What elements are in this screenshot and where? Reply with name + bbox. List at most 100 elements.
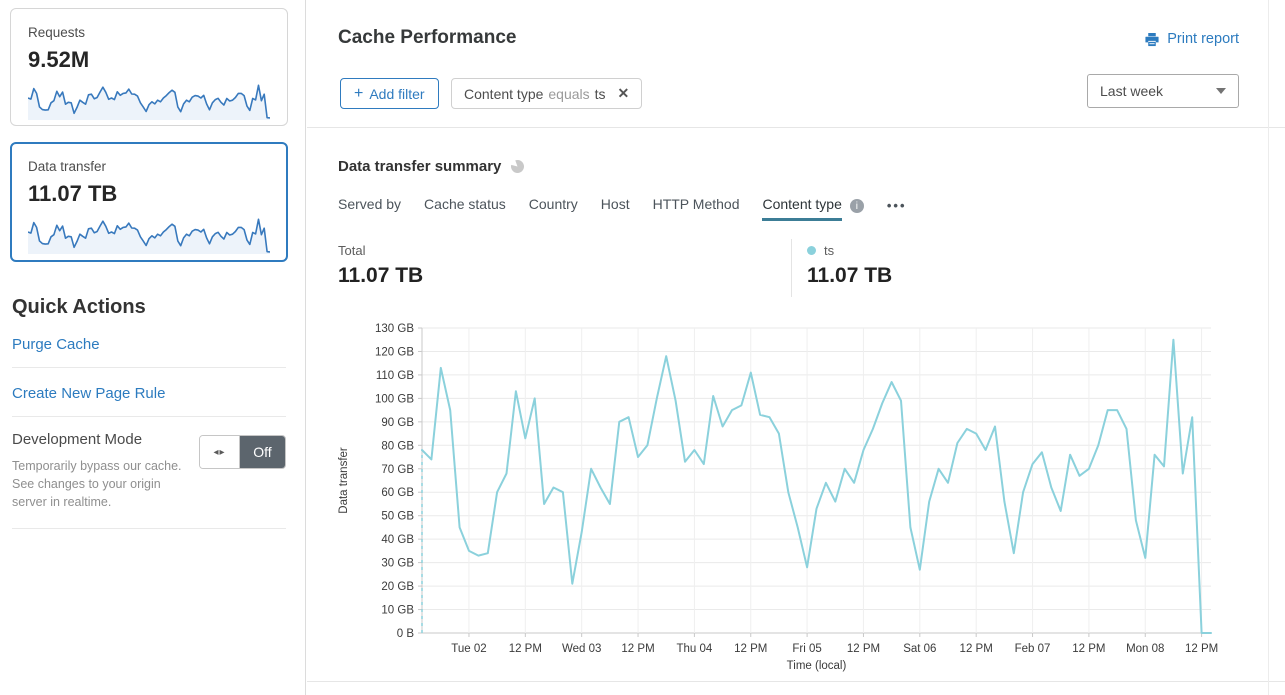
total-value: 11.07 TB [338, 264, 424, 287]
series-value: 11.07 TB [807, 264, 893, 287]
tab-host[interactable]: Host [601, 196, 630, 221]
info-icon[interactable]: i [849, 199, 864, 213]
development-mode-text: Development Mode Temporarily bypass our … [12, 431, 188, 511]
y-tick-label: 120 GB [375, 346, 414, 358]
data-transfer-sparkline-chart [28, 218, 270, 254]
x-tick-label: 12 PM [847, 643, 880, 655]
quick-action-link-create-new-page-rule[interactable]: Create New Page Rule [12, 368, 286, 417]
quick-actions-title: Quick Actions [12, 296, 146, 318]
tab-label: HTTP Method [652, 196, 740, 212]
x-tick-label: Tue 02 [451, 643, 486, 655]
page-title: Cache Performance [338, 27, 517, 48]
y-tick-label: 40 GB [381, 534, 414, 546]
total-stat: Total 11.07 TB [338, 243, 423, 288]
requests-value: 9.52M [28, 47, 90, 72]
content-right-border [1268, 0, 1269, 695]
data-transfer-label: Data transfer [28, 159, 107, 174]
tab-label: Content type [762, 196, 842, 221]
quick-actions-links: Purge Cache Create New Page Rule [12, 319, 286, 417]
header-divider [307, 127, 1285, 128]
y-tick-label: 90 GB [381, 417, 414, 429]
x-axis-title: Time (local) [787, 660, 847, 672]
filter-chip[interactable]: Content type equals ts ✕ [451, 78, 643, 109]
development-mode-description: Temporarily bypass our cache. See change… [12, 459, 182, 510]
series-legend: ts [807, 243, 892, 258]
y-axis-title: Data transfer [338, 447, 350, 514]
tab-served-by[interactable]: Served by [338, 196, 401, 221]
tab-http-method[interactable]: HTTP Method [653, 196, 740, 221]
development-mode-toggle[interactable]: ◂▸ Off [199, 435, 286, 469]
main-content: Cache Performance Print report + Add fil… [307, 0, 1285, 695]
y-tick-label: 110 GB [376, 370, 414, 382]
data-transfer-metric-card-selected[interactable]: Data transfer 11.07 TB [10, 142, 288, 262]
toggle-arrows-icon: ◂▸ [200, 436, 240, 468]
add-filter-label: Add filter [369, 85, 425, 102]
ts-series-line [421, 338, 1212, 634]
quick-action-link-purge-cache[interactable]: Purge Cache [12, 319, 286, 368]
x-tick-label: 12 PM [734, 643, 767, 655]
add-filter-button[interactable]: + Add filter [340, 78, 439, 109]
tab-label: Host [600, 196, 630, 212]
tab-cache-status[interactable]: Cache status [424, 196, 506, 221]
summary-title: Data transfer summary [338, 158, 502, 175]
series-legend-dot-icon [807, 246, 816, 255]
tab-content-type[interactable]: Content type i [762, 196, 864, 221]
x-tick-label: Feb 07 [1015, 643, 1051, 655]
stats-divider [791, 239, 792, 297]
plus-icon: + [354, 84, 364, 102]
time-range-value: Last week [1100, 83, 1164, 99]
summary-title-row: Data transfer summary [338, 158, 525, 175]
x-tick-label: Wed 03 [562, 643, 601, 655]
x-tick-label: Fri 05 [792, 643, 821, 655]
y-tick-label: 20 GB [381, 581, 414, 593]
chevron-down-icon [1216, 88, 1226, 94]
y-tick-label: 80 GB [381, 440, 414, 452]
development-mode-title: Development Mode [12, 431, 143, 448]
x-tick-label: 12 PM [509, 643, 542, 655]
series-legend-name: ts [824, 243, 835, 258]
tab-label: Cache status [424, 196, 506, 212]
y-tick-label: 0 B [397, 628, 415, 640]
filter-chip-operator: equals [548, 85, 590, 102]
x-tick-label: 12 PM [1185, 643, 1218, 655]
x-tick-label: Mon 08 [1126, 643, 1164, 655]
requests-sparkline-chart [28, 84, 270, 120]
tab-label: Served by [338, 196, 402, 212]
print-report-link[interactable]: Print report [1144, 31, 1239, 47]
filter-chip-field: Content type [464, 85, 544, 102]
total-label: Total [338, 243, 366, 258]
y-tick-label: 60 GB [381, 487, 414, 499]
development-mode-block: Development Mode Temporarily bypass our … [12, 417, 286, 530]
time-range-select[interactable]: Last week [1087, 74, 1239, 108]
y-tick-label: 130 GB [375, 323, 414, 335]
remove-filter-icon[interactable]: ✕ [617, 85, 630, 101]
y-tick-label: 100 GB [375, 393, 414, 405]
y-tick-label: 70 GB [381, 464, 414, 476]
requests-metric-card[interactable]: Requests 9.52M [10, 8, 288, 126]
toggle-off-label: Off [240, 436, 285, 468]
filter-chip-value: ts [594, 85, 606, 102]
data-transfer-value: 11.07 TB [28, 181, 118, 206]
y-tick-label: 50 GB [381, 511, 414, 523]
x-tick-label: 12 PM [1072, 643, 1105, 655]
tab-country[interactable]: Country [529, 196, 578, 221]
quick-actions-section: Quick Actions Purge Cache Create New Page… [12, 296, 286, 530]
x-tick-label: Sat 06 [903, 643, 936, 655]
data-transfer-line-chart[interactable]: 0 B 10 GB 20 GB 30 GB 40 GB 50 GB 60 GB 70 GB 80… [331, 322, 1243, 682]
tab-label: Country [528, 196, 578, 212]
y-tick-label: 30 GB [381, 558, 414, 570]
pie-chart-icon [511, 159, 525, 173]
print-report-label: Print report [1167, 31, 1239, 47]
bottom-divider [307, 681, 1285, 682]
summary-tabs: Served by Cache status Country Host HTTP Met… [338, 196, 907, 221]
y-tick-label: 10 GB [381, 605, 414, 617]
sidebar: Requests 9.52M Data transfer 11.07 TB Qu… [0, 0, 306, 695]
x-tick-label: 12 PM [960, 643, 993, 655]
x-tick-label: Thu 04 [676, 643, 712, 655]
requests-label: Requests [28, 25, 86, 40]
printer-icon [1145, 32, 1159, 46]
series-stat: ts 11.07 TB [807, 243, 892, 288]
x-tick-label: 12 PM [621, 643, 654, 655]
more-tabs-icon[interactable]: ••• [886, 198, 907, 213]
